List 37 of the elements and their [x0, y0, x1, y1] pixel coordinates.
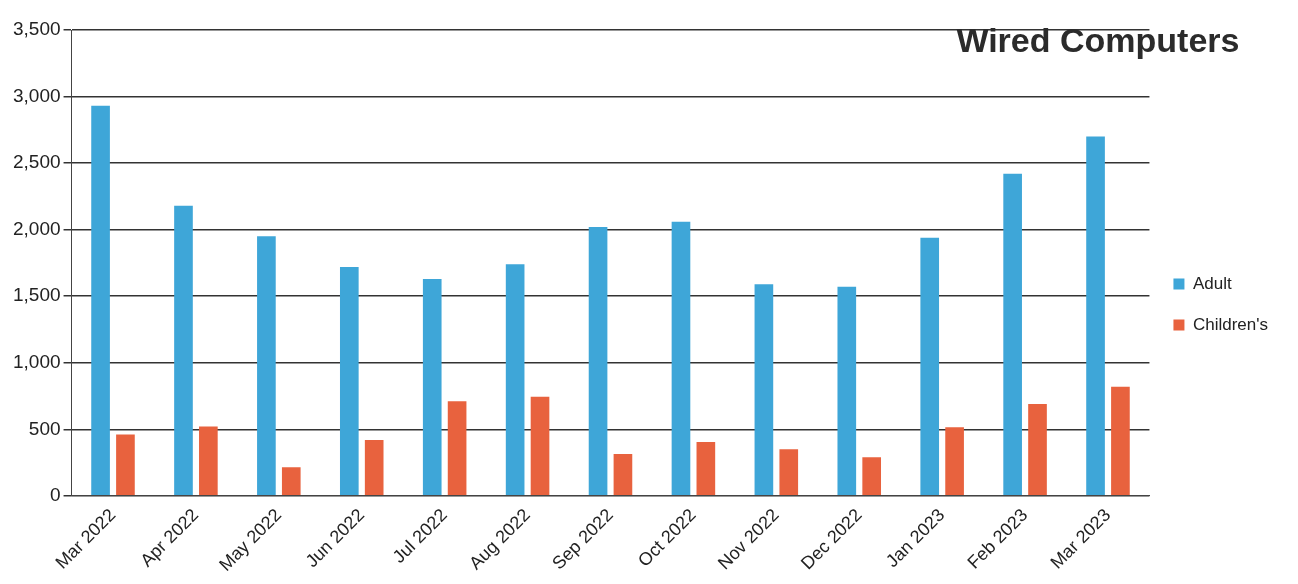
bar — [1111, 386, 1130, 496]
y-tick-label: 3,000 — [13, 84, 61, 106]
bar — [862, 457, 882, 496]
y-tick-label: 1,000 — [13, 350, 61, 372]
bar — [257, 236, 276, 496]
bar — [754, 284, 774, 496]
bar — [671, 221, 691, 496]
bar — [1086, 136, 1105, 496]
y-tick-label: 3,500 — [13, 18, 61, 40]
y-tick-label: 0 — [49, 484, 61, 506]
bar — [696, 441, 716, 496]
bar — [588, 226, 608, 496]
bar — [505, 264, 525, 496]
bar — [422, 278, 442, 496]
bar — [281, 467, 301, 496]
bar — [339, 266, 359, 496]
bar — [364, 439, 384, 496]
bar — [199, 426, 218, 496]
legend-label: Children's — [1192, 314, 1269, 334]
bar — [1003, 173, 1022, 496]
bar — [613, 453, 633, 496]
y-tick-label: 1,500 — [13, 284, 61, 306]
bar — [837, 286, 857, 496]
bar — [779, 449, 799, 496]
y-tick-label: 2,000 — [13, 217, 61, 239]
bar — [1028, 404, 1047, 496]
y-tick-label: 500 — [28, 417, 61, 439]
chart-title: Wired Computers — [956, 21, 1240, 60]
bar — [116, 434, 135, 496]
bar — [530, 396, 550, 496]
bar — [920, 237, 940, 496]
y-tick-label: 2,500 — [13, 151, 61, 173]
bar — [174, 205, 193, 496]
legend-label: Adult — [1192, 273, 1232, 293]
bar — [91, 105, 110, 496]
bar — [945, 427, 964, 496]
bar — [447, 401, 467, 496]
